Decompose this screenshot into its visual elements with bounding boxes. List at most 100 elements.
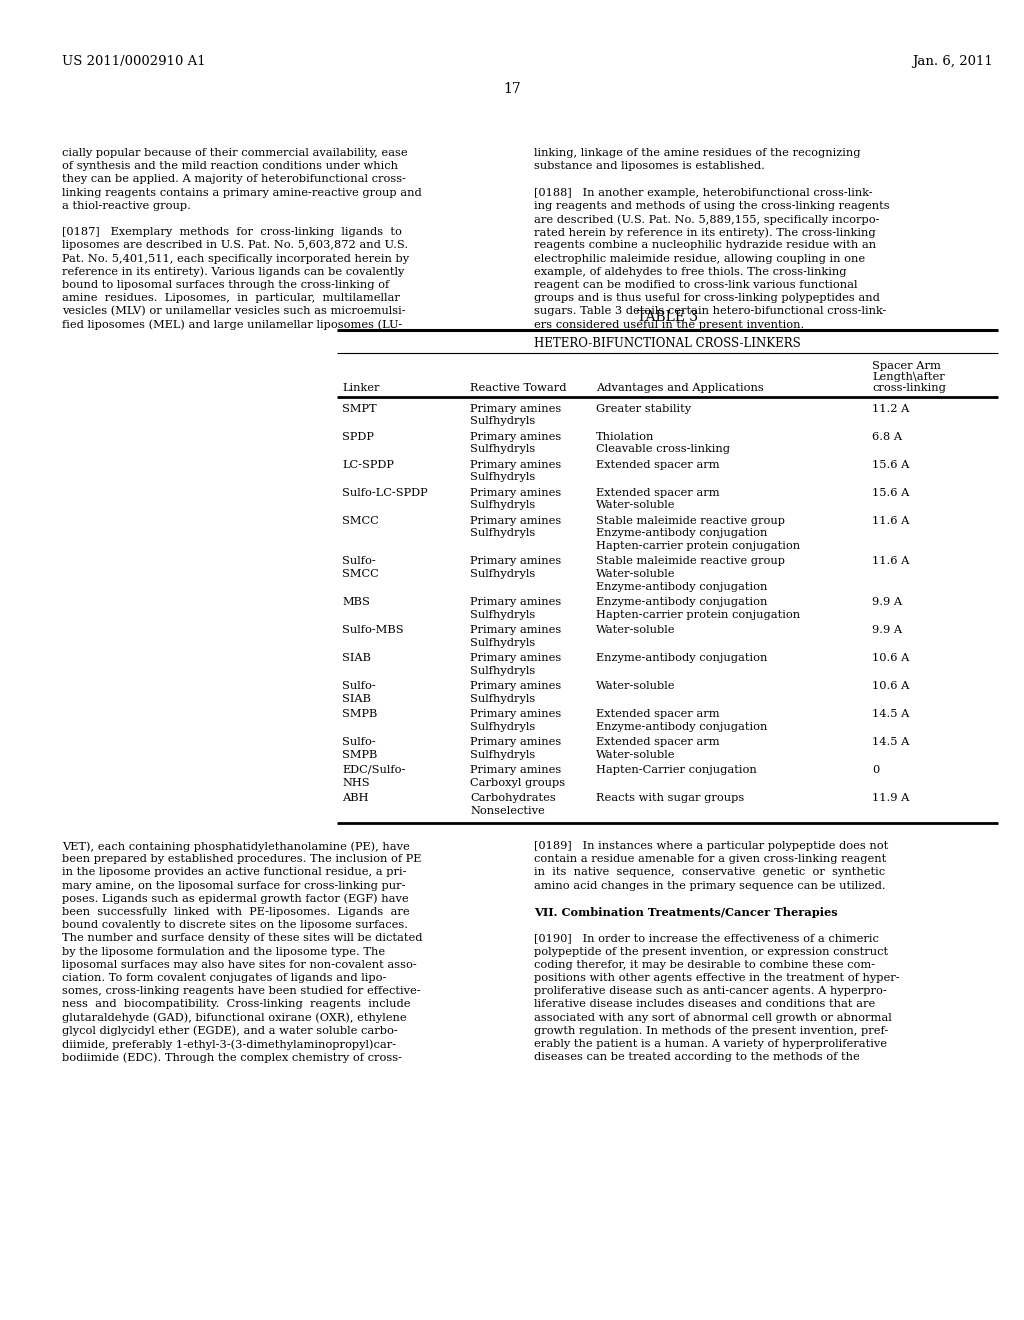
Text: 10.6 A: 10.6 A [872,653,909,663]
Text: amino acid changes in the primary sequence can be utilized.: amino acid changes in the primary sequen… [534,880,886,891]
Text: NHS: NHS [342,777,370,788]
Text: The number and surface density of these sites will be dictated: The number and surface density of these … [62,933,423,944]
Text: substance and liposomes is established.: substance and liposomes is established. [534,161,765,172]
Text: Spacer Arm: Spacer Arm [872,360,941,371]
Text: VET), each containing phosphatidylethanolamine (PE), have: VET), each containing phosphatidylethano… [62,841,410,851]
Text: Primary amines: Primary amines [470,681,561,690]
Text: Enzyme-antibody conjugation: Enzyme-antibody conjugation [596,722,767,731]
Text: VII. Combination Treatments/Cancer Therapies: VII. Combination Treatments/Cancer Thera… [534,907,838,917]
Text: Primary amines: Primary amines [470,488,561,498]
Text: Cleavable cross-linking: Cleavable cross-linking [596,445,730,454]
Text: glycol diglycidyl ether (EGDE), and a water soluble carbo-: glycol diglycidyl ether (EGDE), and a wa… [62,1026,397,1036]
Text: Nonselective: Nonselective [470,805,545,816]
Text: Sulfhydryls: Sulfhydryls [470,610,536,619]
Text: 14.5 A: 14.5 A [872,709,909,719]
Text: Primary amines: Primary amines [470,709,561,719]
Text: Sulfo-: Sulfo- [342,681,376,690]
Text: SMPB: SMPB [342,750,378,759]
Text: SMPT: SMPT [342,404,377,414]
Text: 6.8 A: 6.8 A [872,432,902,442]
Text: vesicles (MLV) or unilamellar vesicles such as microemulsi-: vesicles (MLV) or unilamellar vesicles s… [62,306,406,317]
Text: growth regulation. In methods of the present invention, pref-: growth regulation. In methods of the pre… [534,1026,888,1036]
Text: Sulfo-: Sulfo- [342,737,376,747]
Text: Hapten-carrier protein conjugation: Hapten-carrier protein conjugation [596,541,800,550]
Text: Sulfo-MBS: Sulfo-MBS [342,624,403,635]
Text: Primary amines: Primary amines [470,653,561,663]
Text: 11.2 A: 11.2 A [872,404,909,414]
Text: diimide, preferably 1-ethyl-3-(3-dimethylaminopropyl)car-: diimide, preferably 1-ethyl-3-(3-dimethy… [62,1039,396,1049]
Text: Reactive Toward: Reactive Toward [470,383,566,393]
Text: bound to liposomal surfaces through the cross-linking of: bound to liposomal surfaces through the … [62,280,389,290]
Text: Enzyme-antibody conjugation: Enzyme-antibody conjugation [596,528,767,539]
Text: Water-soluble: Water-soluble [596,569,676,579]
Text: Primary amines: Primary amines [470,432,561,442]
Text: Stable maleimide reactive group: Stable maleimide reactive group [596,516,785,525]
Text: 15.6 A: 15.6 A [872,488,909,498]
Text: bodiimide (EDC). Through the complex chemistry of cross-: bodiimide (EDC). Through the complex che… [62,1052,402,1063]
Text: ciation. To form covalent conjugates of ligands and lipo-: ciation. To form covalent conjugates of … [62,973,386,983]
Text: ing reagents and methods of using the cross-linking reagents: ing reagents and methods of using the cr… [534,201,890,211]
Text: ABH: ABH [342,793,369,803]
Text: [0188]   In another example, heterobifunctional cross-link-: [0188] In another example, heterobifunct… [534,187,872,198]
Text: 9.9 A: 9.9 A [872,624,902,635]
Text: reference in its entirety). Various ligands can be covalently: reference in its entirety). Various liga… [62,267,404,277]
Text: reagents combine a nucleophilic hydrazide residue with an: reagents combine a nucleophilic hydrazid… [534,240,877,251]
Text: 10.6 A: 10.6 A [872,681,909,690]
Text: Jan. 6, 2011: Jan. 6, 2011 [912,55,993,69]
Text: TABLE 3: TABLE 3 [637,310,698,323]
Text: Primary amines: Primary amines [470,459,561,470]
Text: fied liposomes (MEL) and large unilamellar liposomes (LU-: fied liposomes (MEL) and large unilamell… [62,319,402,330]
Text: SMPB: SMPB [342,709,378,719]
Text: ers considered useful in the present invention.: ers considered useful in the present inv… [534,319,804,330]
Text: Water-soluble: Water-soluble [596,624,676,635]
Text: 17: 17 [503,82,521,96]
Text: 9.9 A: 9.9 A [872,597,902,607]
Text: Sulfhydryls: Sulfhydryls [470,445,536,454]
Text: bound covalently to discrete sites on the liposome surfaces.: bound covalently to discrete sites on th… [62,920,408,931]
Text: contain a residue amenable for a given cross-linking reagent: contain a residue amenable for a given c… [534,854,886,865]
Text: 15.6 A: 15.6 A [872,459,909,470]
Text: Primary amines: Primary amines [470,557,561,566]
Text: been prepared by established procedures. The inclusion of PE: been prepared by established procedures.… [62,854,421,865]
Text: proliferative disease such as anti-cancer agents. A hyperpro-: proliferative disease such as anti-cance… [534,986,887,997]
Text: Advantages and Applications: Advantages and Applications [596,383,764,393]
Text: linking, linkage of the amine residues of the recognizing: linking, linkage of the amine residues o… [534,148,860,158]
Text: Extended spacer arm: Extended spacer arm [596,459,720,470]
Text: SMCC: SMCC [342,569,379,579]
Text: Primary amines: Primary amines [470,737,561,747]
Text: coding therefor, it may be desirable to combine these com-: coding therefor, it may be desirable to … [534,960,876,970]
Text: 11.6 A: 11.6 A [872,516,909,525]
Text: sugars. Table 3 details certain hetero-bifunctional cross-link-: sugars. Table 3 details certain hetero-b… [534,306,887,317]
Text: Sulfhydryls: Sulfhydryls [470,528,536,539]
Text: diseases can be treated according to the methods of the: diseases can be treated according to the… [534,1052,860,1063]
Text: Extended spacer arm: Extended spacer arm [596,488,720,498]
Text: a thiol-reactive group.: a thiol-reactive group. [62,201,190,211]
Text: of synthesis and the mild reaction conditions under which: of synthesis and the mild reaction condi… [62,161,398,172]
Text: poses. Ligands such as epidermal growth factor (EGF) have: poses. Ligands such as epidermal growth … [62,894,409,904]
Text: Primary amines: Primary amines [470,404,561,414]
Text: amine  residues.  Liposomes,  in  particular,  multilamellar: amine residues. Liposomes, in particular… [62,293,400,304]
Text: Carbohydrates: Carbohydrates [470,793,556,803]
Text: SPDP: SPDP [342,432,374,442]
Text: LC-SPDP: LC-SPDP [342,459,394,470]
Text: HETERO-BIFUNCTIONAL CROSS-LINKERS: HETERO-BIFUNCTIONAL CROSS-LINKERS [535,337,801,350]
Text: electrophilic maleimide residue, allowing coupling in one: electrophilic maleimide residue, allowin… [534,253,865,264]
Text: Sulfhydryls: Sulfhydryls [470,638,536,648]
Text: US 2011/0002910 A1: US 2011/0002910 A1 [62,55,206,69]
Text: [0187]   Exemplary  methods  for  cross-linking  ligands  to: [0187] Exemplary methods for cross-linki… [62,227,401,238]
Text: Enzyme-antibody conjugation: Enzyme-antibody conjugation [596,653,767,663]
Text: Length\after: Length\after [872,372,945,381]
Text: Sulfhydryls: Sulfhydryls [470,417,536,426]
Text: Linker: Linker [342,383,380,393]
Text: cially popular because of their commercial availability, ease: cially popular because of their commerci… [62,148,408,158]
Text: Greater stability: Greater stability [596,404,691,414]
Text: Extended spacer arm: Extended spacer arm [596,737,720,747]
Text: [0190]   In order to increase the effectiveness of a chimeric: [0190] In order to increase the effectiv… [534,933,879,944]
Text: SIAB: SIAB [342,693,371,704]
Text: Reacts with sugar groups: Reacts with sugar groups [596,793,744,803]
Text: Extended spacer arm: Extended spacer arm [596,709,720,719]
Text: Enzyme-antibody conjugation: Enzyme-antibody conjugation [596,597,767,607]
Text: Pat. No. 5,401,511, each specifically incorporated herein by: Pat. No. 5,401,511, each specifically in… [62,253,410,264]
Text: cross-linking: cross-linking [872,383,946,393]
Text: by the liposome formulation and the liposome type. The: by the liposome formulation and the lipo… [62,946,385,957]
